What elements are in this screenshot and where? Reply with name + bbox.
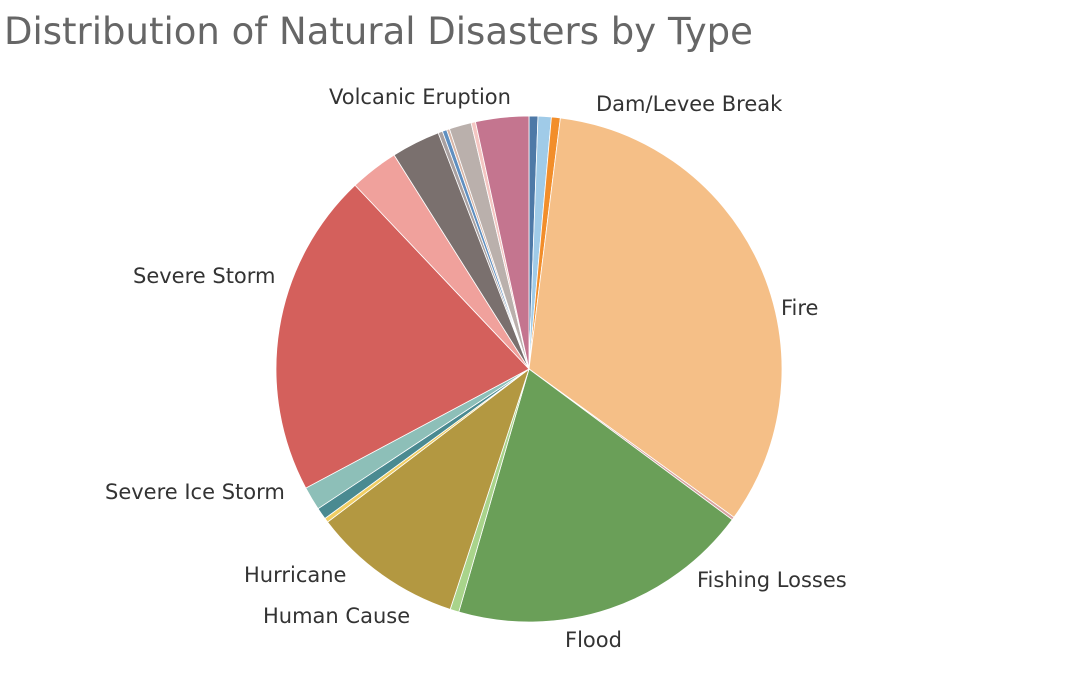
pie-slices (275, 115, 783, 623)
slice-labels: Dam/Levee Break Fire Fishing Losses Flood Hu… (105, 85, 847, 652)
pie-slice-severe-storm[interactable] (275, 184, 530, 489)
slice-label-severe-storm: Severe Storm (133, 264, 276, 288)
slice-label-volcanic-eruption: Volcanic Eruption (329, 85, 511, 109)
pie-slice-unlabeled-19[interactable] (474, 115, 530, 370)
slice-label-human-cause: Human Cause (263, 604, 410, 628)
slice-label-fire: Fire (781, 296, 818, 320)
slice-label-fishing-losses: Fishing Losses (697, 568, 847, 592)
pie-slice-fire[interactable] (528, 117, 783, 518)
slice-label-flood: Flood (565, 628, 622, 652)
pie-slice-flood[interactable] (458, 368, 733, 623)
chart-title: Distribution of Natural Disasters by Typ… (4, 10, 753, 53)
slice-label-dam-levee-break: Dam/Levee Break (596, 92, 783, 116)
slice-label-hurricane: Hurricane (244, 563, 346, 587)
pie-slice-hurricane[interactable] (327, 367, 530, 610)
slice-label-severe-ice-storm: Severe Ice Storm (105, 480, 285, 504)
